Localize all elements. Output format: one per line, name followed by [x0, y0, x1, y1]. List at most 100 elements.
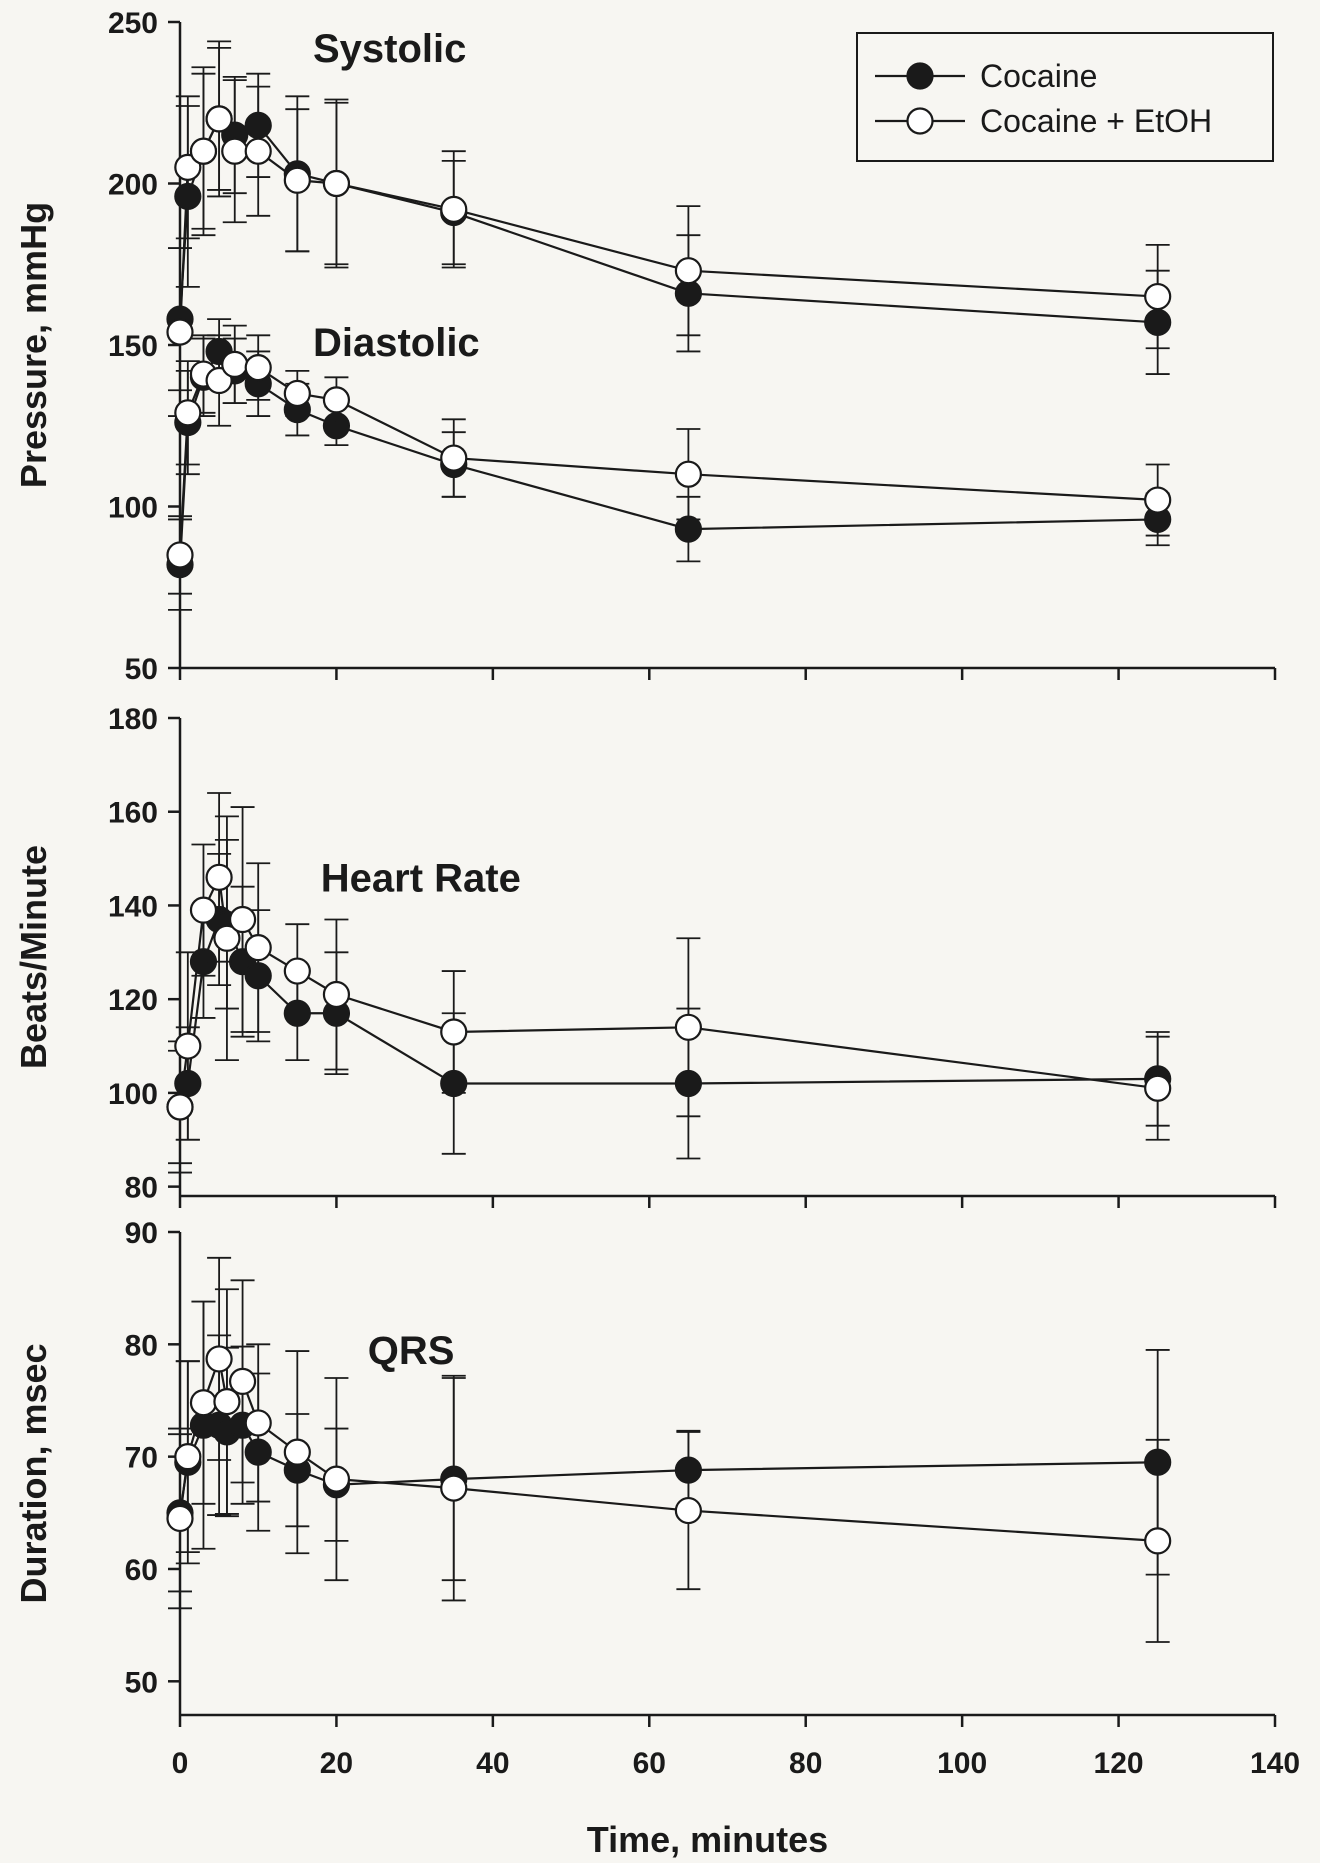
x-tick-label: 0	[172, 1747, 189, 1780]
x-tick-label: 80	[789, 1747, 822, 1780]
y-axis-title: Pressure, mmHg	[13, 202, 54, 488]
data-point-open	[205, 1345, 233, 1373]
y-tick-label: 60	[125, 1554, 158, 1587]
data-point-open	[283, 379, 311, 408]
panel-annotation: Systolic	[313, 27, 466, 71]
legend-box	[856, 32, 1274, 162]
data-point-open	[322, 169, 351, 198]
y-tick-label: 140	[108, 890, 158, 923]
y-tick-label: 100	[108, 492, 158, 525]
panel-annotation: QRS	[368, 1329, 455, 1373]
data-point-open	[189, 1389, 218, 1417]
legend: Cocaine Cocaine + EtOH	[856, 32, 1274, 162]
y-tick-label: 120	[108, 984, 158, 1017]
x-axis-title: Time, minutes	[587, 1819, 828, 1860]
data-point-open	[244, 137, 272, 165]
series-open	[166, 40, 1172, 417]
data-point-open	[440, 195, 468, 223]
data-point-open	[205, 105, 233, 133]
data-point-open	[1144, 282, 1172, 311]
legend-marker	[906, 62, 934, 90]
y-tick-label: 90	[125, 1217, 158, 1250]
data-point-open	[174, 399, 202, 427]
data-point-open	[244, 934, 272, 962]
data-point-open	[213, 924, 241, 952]
data-point-open	[174, 1443, 202, 1471]
x-tick-label: 60	[633, 1747, 666, 1780]
panel-2: 80 100 120 140 160 180 Beats/Minute Heart Rate	[13, 703, 1277, 1208]
data-point-open	[166, 318, 194, 346]
data-point-open	[244, 1409, 272, 1437]
x-tick-label: 100	[937, 1747, 987, 1780]
series-line	[178, 349, 1158, 565]
y-tick-label: 70	[125, 1442, 158, 1475]
data-point-open	[322, 980, 351, 1009]
data-point-open	[166, 1093, 194, 1121]
x-tick-label: 20	[320, 1747, 353, 1780]
series-filled	[166, 838, 1172, 1165]
series-line	[178, 873, 1158, 1108]
data-point-open	[674, 1013, 702, 1041]
data-point-open	[221, 350, 249, 378]
series-open	[166, 1256, 1172, 1643]
series-line	[178, 117, 1158, 324]
y-tick-label: 80	[125, 1329, 158, 1362]
panel-1: 50 100 150 200 250 Pressure, mmHg Systolic Dias…	[13, 7, 1277, 686]
panel-annotation: Diastolic	[313, 321, 480, 365]
series-open	[166, 324, 1172, 595]
x-tick-label: 120	[1094, 1747, 1144, 1780]
data-point-open	[221, 137, 249, 165]
panel-annotation: Heart Rate	[321, 856, 521, 900]
y-tick-label: 200	[108, 169, 158, 202]
data-point-open	[244, 354, 272, 382]
legend-label: Cocaine + EtOH	[980, 103, 1212, 139]
data-point-open	[1144, 1527, 1172, 1555]
y-tick-label: 150	[108, 330, 158, 363]
data-point-open	[283, 166, 311, 194]
data-point-open	[674, 460, 702, 488]
series-line	[178, 1354, 1158, 1542]
data-point-open	[205, 863, 233, 891]
data-point-open	[1144, 1074, 1172, 1102]
data-point-open	[283, 1438, 311, 1466]
legend-label: Cocaine	[980, 58, 1097, 94]
data-point-open	[189, 137, 218, 165]
series-open	[166, 792, 1172, 1174]
y-tick-label: 80	[125, 1172, 158, 1205]
legend-marker	[906, 107, 934, 135]
data-point-open	[322, 1465, 351, 1493]
data-point-open	[213, 1388, 241, 1416]
data-point-open	[189, 896, 218, 924]
x-tick-label: 40	[476, 1747, 509, 1780]
data-point-open	[174, 1032, 202, 1060]
y-axis-title: Duration, msec	[13, 1343, 54, 1603]
data-point-open	[674, 257, 702, 285]
data-point-open	[440, 1018, 468, 1046]
data-point-open	[166, 541, 194, 569]
x-tick-label: 140	[1250, 1747, 1300, 1780]
data-point-open	[322, 386, 351, 414]
panel-3: 50 60 70 80 90 0 20 40 60 80 100 120 140 Duration, ms…	[13, 1217, 1300, 1780]
data-point-open	[674, 1496, 702, 1525]
data-point-open	[440, 444, 468, 472]
y-tick-label: 100	[108, 1078, 158, 1111]
series-filled	[166, 1300, 1172, 1593]
data-point-open	[1144, 486, 1172, 514]
y-tick-label: 50	[125, 653, 158, 686]
y-axis-title: Beats/Minute	[13, 845, 54, 1069]
y-tick-label: 50	[125, 1666, 158, 1699]
data-point-open	[283, 957, 311, 985]
data-point-open	[205, 366, 233, 395]
data-point-open	[228, 905, 257, 934]
data-point-filled	[674, 515, 702, 543]
data-point-open	[440, 1474, 468, 1502]
y-tick-label: 160	[108, 797, 158, 830]
series-line	[178, 1423, 1158, 1513]
data-point-open	[166, 1504, 194, 1533]
data-point-open	[174, 153, 202, 181]
series-line	[178, 116, 1158, 333]
data-point-open	[228, 1367, 257, 1395]
y-tick-label: 250	[108, 7, 158, 40]
y-tick-label: 180	[108, 703, 158, 736]
